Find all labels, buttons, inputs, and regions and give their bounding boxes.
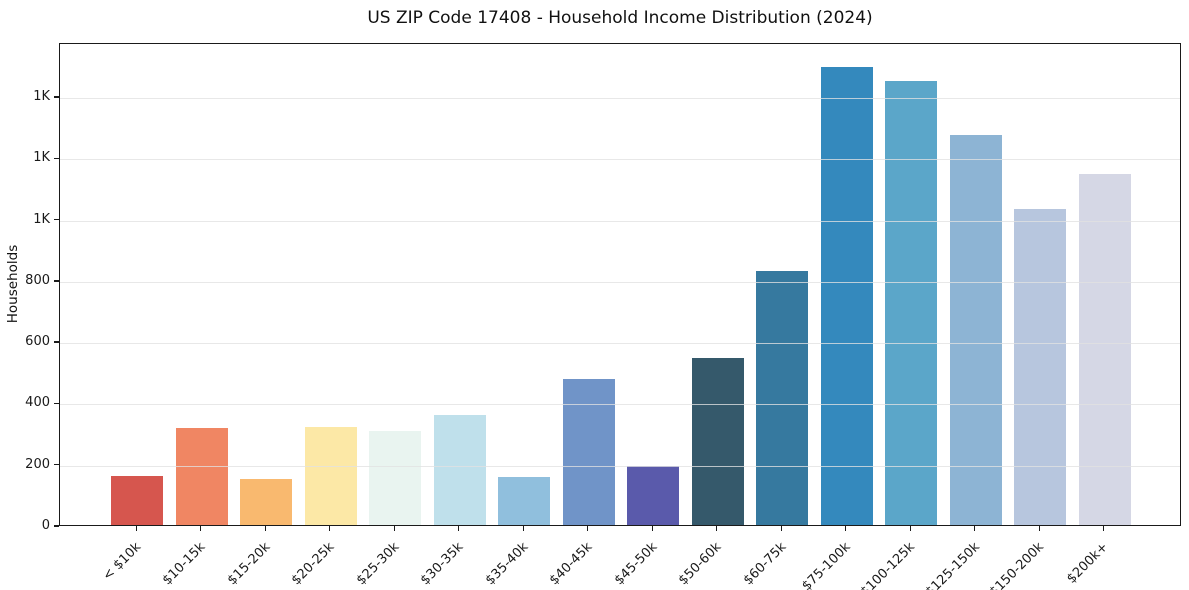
x-tick-mark	[587, 526, 589, 531]
bar	[369, 430, 422, 525]
y-tick-label: 800	[25, 272, 50, 288]
x-tick-label: $150-200k	[986, 539, 1048, 590]
y-tick-mark	[54, 341, 59, 343]
y-tick-label: 0	[41, 518, 50, 533]
gridline	[60, 97, 1180, 99]
bar	[304, 426, 357, 525]
gridline	[60, 220, 1180, 222]
chart-title: US ZIP Code 17408 - Household Income Dis…	[367, 8, 873, 28]
x-tick-mark	[651, 526, 653, 531]
bars-layer	[60, 44, 1180, 525]
x-tick-label: < $10k	[99, 539, 145, 584]
gridline	[60, 404, 1180, 406]
x-tick-mark	[200, 526, 202, 531]
x-tick-mark	[1038, 526, 1040, 531]
x-tick-mark	[458, 526, 460, 531]
y-tick-mark	[54, 218, 59, 221]
x-tick-label: $10-15k	[160, 539, 209, 589]
x-tick-label: $40-45k	[547, 539, 596, 589]
y-tick-label: 1K	[33, 88, 50, 104]
x-tick-mark	[974, 526, 976, 531]
bar	[240, 478, 293, 525]
x-tick-mark	[329, 526, 331, 531]
bar	[691, 357, 744, 525]
bar	[756, 270, 809, 525]
x-tick-mark	[909, 526, 911, 531]
x-tick-label: $45-50k	[611, 539, 661, 589]
x-tick-label: $25-30k	[353, 539, 403, 589]
y-tick-label: 1K	[33, 150, 50, 166]
x-tick-label: $75-100k	[799, 539, 854, 590]
y-tick-mark	[54, 96, 59, 98]
x-tick-mark	[716, 526, 718, 531]
x-tick-label: $15-20k	[224, 539, 274, 589]
plot-area	[59, 43, 1181, 526]
x-tick-mark	[135, 526, 137, 531]
x-tick-mark	[1103, 526, 1105, 531]
bar	[175, 427, 228, 525]
gridline	[60, 465, 1180, 467]
x-tick-label: $125-150k	[922, 539, 983, 590]
gridline	[60, 281, 1180, 283]
x-tick-label: $100-125k	[857, 539, 919, 590]
bar	[1014, 209, 1067, 525]
y-tick-mark	[54, 280, 59, 282]
bar	[949, 135, 1002, 525]
bar	[498, 476, 551, 525]
gridline	[60, 159, 1180, 161]
x-tick-label: $50-60k	[676, 539, 725, 589]
x-tick-mark	[264, 526, 266, 531]
bar	[111, 475, 164, 525]
y-tick-mark	[54, 402, 59, 405]
x-tick-mark	[522, 526, 524, 531]
x-tick-label: $60-75k	[740, 539, 790, 589]
bar	[885, 81, 938, 525]
y-tick-label: 1K	[33, 211, 50, 227]
y-tick-label: 600	[25, 334, 50, 350]
bar	[627, 465, 680, 525]
bar	[820, 66, 873, 525]
x-tick-mark	[780, 526, 782, 531]
gridline	[60, 343, 1180, 345]
x-tick-label: $30-35k	[418, 539, 467, 589]
y-tick-label: 400	[25, 395, 50, 411]
x-tick-label: $200k+	[1064, 539, 1112, 587]
x-tick-label: $35-40k	[482, 539, 532, 589]
y-tick-mark	[54, 464, 59, 466]
x-tick-mark	[393, 526, 395, 531]
x-tick-label: $20-25k	[289, 539, 338, 589]
bar	[562, 379, 615, 525]
bar	[1078, 174, 1131, 525]
x-tick-mark	[845, 526, 847, 531]
y-tick-mark	[54, 157, 59, 159]
y-tick-label: 200	[25, 456, 50, 472]
bar	[433, 414, 486, 525]
y-tick-mark	[54, 525, 59, 527]
